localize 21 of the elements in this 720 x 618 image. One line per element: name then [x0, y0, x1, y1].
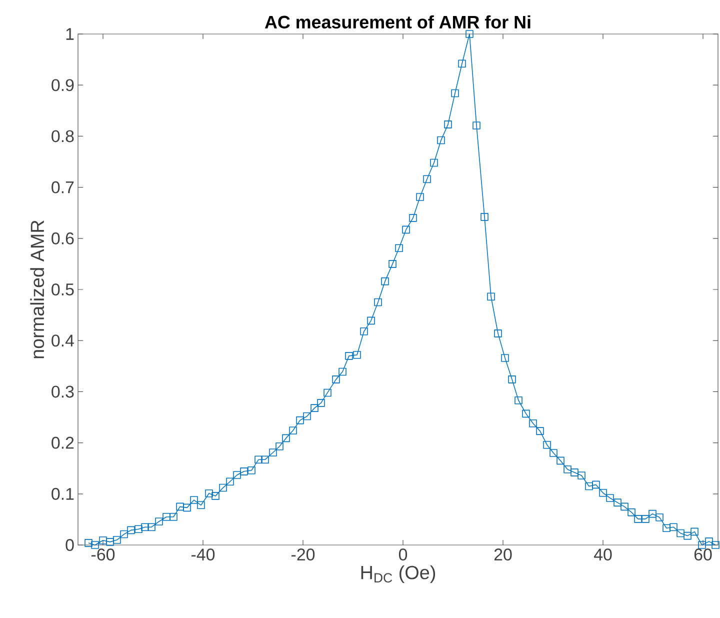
y-tick-label: 0.6 — [52, 232, 74, 244]
y-tick-label: 0.2 — [52, 436, 74, 449]
y-tick-label: 0.7 — [52, 181, 74, 194]
y-tick-label: 0.8 — [52, 130, 74, 142]
y-tick-label: 0.9 — [52, 79, 74, 92]
x-tick-label: 20 — [494, 548, 512, 561]
x-tick-label: 60 — [694, 548, 712, 561]
y-tick-label: 1 — [66, 28, 74, 40]
y-tick-label: 0.3 — [52, 386, 74, 398]
x-tick-label: -20 — [292, 548, 315, 561]
chart-title: AC measurement of AMR for Ni — [264, 15, 530, 28]
y-tick-label: 0.5 — [52, 284, 74, 296]
x-tick-label: 0 — [398, 548, 408, 561]
y-axis-title: normalized AMR — [30, 220, 44, 358]
x-tick-label: -40 — [192, 548, 215, 561]
x-tick-label: 40 — [594, 548, 612, 561]
y-tick-label: 0.1 — [52, 488, 74, 500]
y-tick-label: 0 — [66, 539, 74, 551]
y-tick-label: 0.4 — [52, 334, 74, 347]
x-axis-title: H$_{DC}$ (Oe) — [361, 565, 436, 583]
x-tick-label: -60 — [92, 548, 115, 561]
